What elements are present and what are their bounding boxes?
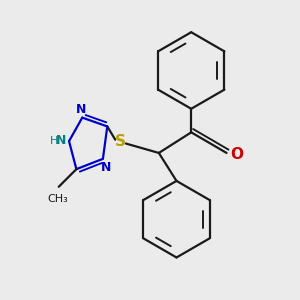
Text: S: S (115, 134, 126, 149)
Text: H: H (50, 136, 58, 146)
Text: N: N (56, 134, 66, 147)
Text: O: O (230, 147, 243, 162)
Text: N: N (101, 160, 112, 174)
Text: CH₃: CH₃ (47, 194, 68, 204)
Text: N: N (76, 103, 86, 116)
